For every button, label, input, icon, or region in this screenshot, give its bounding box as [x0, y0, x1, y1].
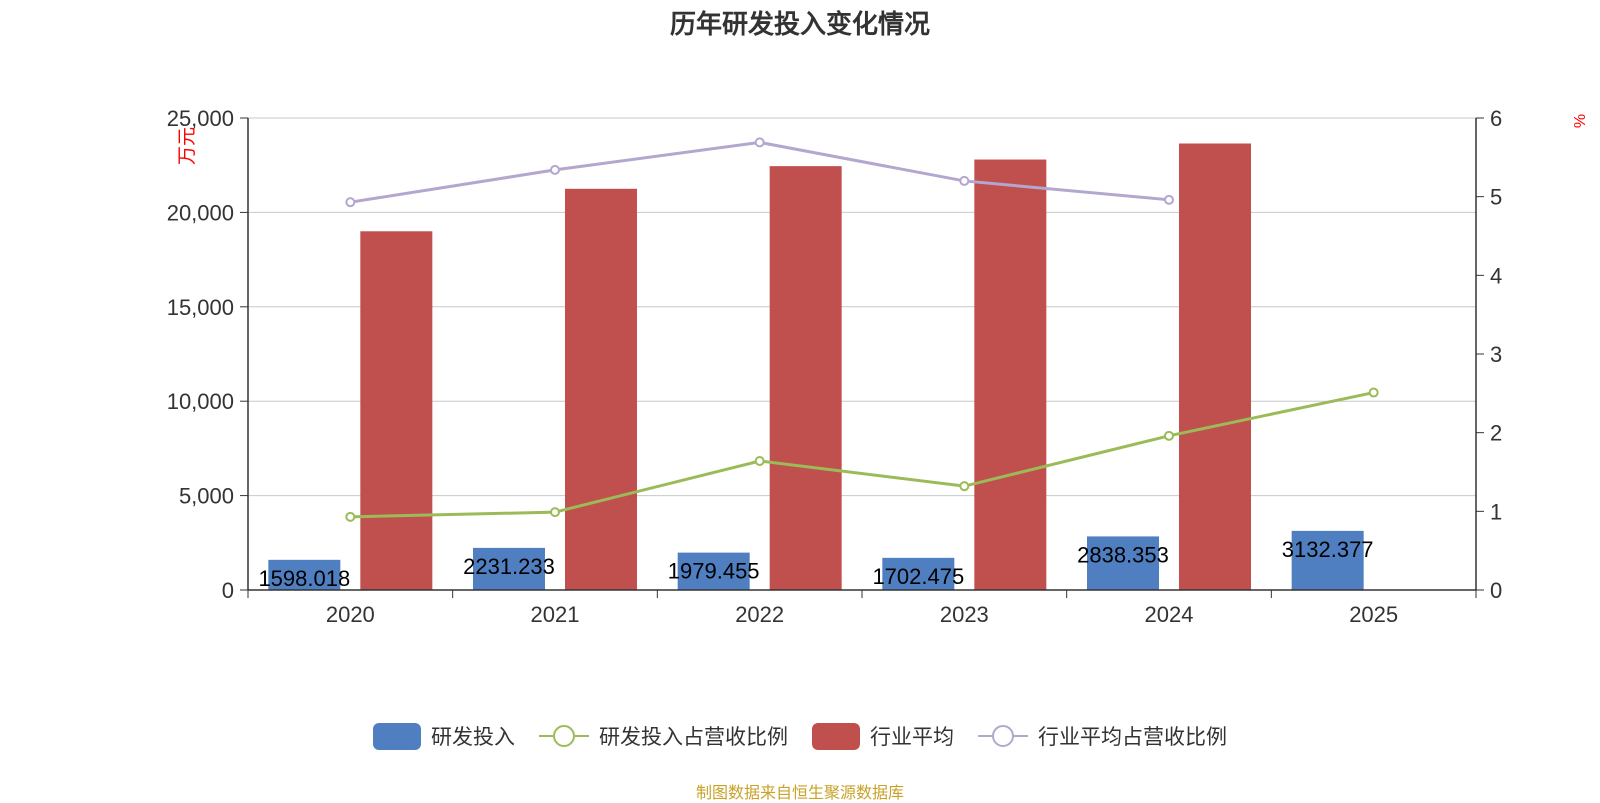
industry-ratio-point	[1164, 194, 1174, 205]
data-source-note: 制图数据来自恒生聚源数据库	[695, 783, 904, 802]
left-axis-tick-label: 15,000	[167, 295, 234, 320]
x-axis-tick-label: 2020	[326, 602, 375, 627]
right-axis-tick-label: 1	[1490, 499, 1502, 524]
left-axis-tick-label: 5,000	[179, 484, 234, 509]
bar-industry	[1179, 143, 1251, 590]
x-axis-tick-label: 2024	[1145, 602, 1194, 627]
legend-label-industry: 行业平均	[870, 725, 954, 749]
bar-industry	[974, 159, 1047, 590]
bar-industry	[769, 166, 842, 591]
x-axis-tick-label: 2023	[940, 602, 989, 627]
line-series	[345, 137, 1379, 522]
bar-rd-value-label: 2838.353	[1077, 542, 1169, 567]
legend-item-industry-ratio[interactable]: 行业平均占营收比例	[978, 721, 1227, 751]
bar-rd-value-label: 1598.018	[258, 566, 350, 591]
legend-item-rd-ratio[interactable]: 研发投入占营收比例	[539, 721, 788, 751]
right-axis-unit-label: %	[1572, 114, 1589, 128]
bar-rd	[1087, 536, 1159, 590]
x-axis-tick-label: 2022	[735, 602, 784, 627]
axes: 0 5,000 10,000 15,000 20,000 25,000 0 1 2 3 4 5 6 202…	[167, 106, 1503, 627]
right-axis-tick-label: 4	[1490, 263, 1502, 288]
rd-ratio-point	[959, 481, 970, 492]
bar-series	[268, 143, 1364, 591]
grid-lines	[248, 117, 1476, 497]
industry-ratio-point	[959, 175, 970, 186]
data-labels: 1598.018 2231.233 1979.455 1702.475 2838.353…	[258, 537, 1373, 591]
bar-rd	[268, 559, 341, 590]
left-axis-tick-label: 0	[222, 578, 234, 603]
rd-ratio-line	[350, 391, 1374, 519]
legend-line-rd-ratio-icon	[539, 725, 589, 747]
right-axis-tick-label: 2	[1490, 421, 1502, 446]
left-axis-tick-label: 20,000	[167, 200, 234, 225]
bar-rd	[677, 552, 750, 590]
legend-label-rd: 研发投入	[431, 725, 515, 749]
bar-rd	[882, 557, 955, 590]
legend-item-industry[interactable]: 行业平均	[812, 721, 954, 751]
industry-ratio-point	[345, 197, 356, 208]
bar-industry	[565, 188, 637, 591]
legend-label-industry-ratio: 行业平均占营收比例	[1038, 725, 1227, 749]
legend-swatch-industry	[812, 722, 860, 750]
rd-ratio-point	[345, 511, 356, 522]
legend: 研发投入 研发投入占营收比例 行业平均 行业平均占营收比例	[0, 718, 1600, 754]
right-axis-tick-label: 5	[1490, 185, 1502, 210]
legend-line-industry-ratio-icon	[978, 725, 1028, 747]
x-axis-tick-label: 2025	[1349, 602, 1398, 627]
bar-rd	[473, 547, 545, 590]
left-axis-tick-label: 25,000	[167, 106, 234, 131]
chart-title: 历年研发投入变化情况	[669, 10, 930, 40]
right-axis-tick-label: 6	[1490, 106, 1502, 131]
bar-rd	[1291, 530, 1364, 590]
bar-rd-value-label: 3132.377	[1282, 537, 1374, 562]
bar-rd-value-label: 2231.233	[463, 554, 555, 579]
legend-label-rd-ratio: 研发投入占营收比例	[599, 725, 788, 749]
left-axis-tick-label: 10,000	[167, 389, 234, 414]
industry-ratio-point	[550, 164, 560, 175]
bar-rd-value-label: 1702.475	[872, 564, 964, 589]
legend-item-rd[interactable]: 研发投入	[373, 721, 515, 751]
left-axis-unit-label: 万元	[177, 127, 198, 165]
bar-rd-value-label: 1979.455	[668, 559, 760, 584]
right-axis-tick-label: 3	[1490, 342, 1502, 367]
industry-ratio-point	[754, 137, 765, 148]
legend-swatch-rd	[373, 722, 421, 750]
bar-industry	[360, 231, 433, 590]
rd-ratio-point	[754, 455, 765, 466]
x-axis-tick-label: 2021	[531, 602, 580, 627]
rd-ratio-point	[1368, 387, 1379, 398]
rd-ratio-point	[1164, 430, 1174, 441]
right-axis-tick-label: 0	[1490, 578, 1502, 603]
rd-ratio-point	[550, 507, 560, 518]
